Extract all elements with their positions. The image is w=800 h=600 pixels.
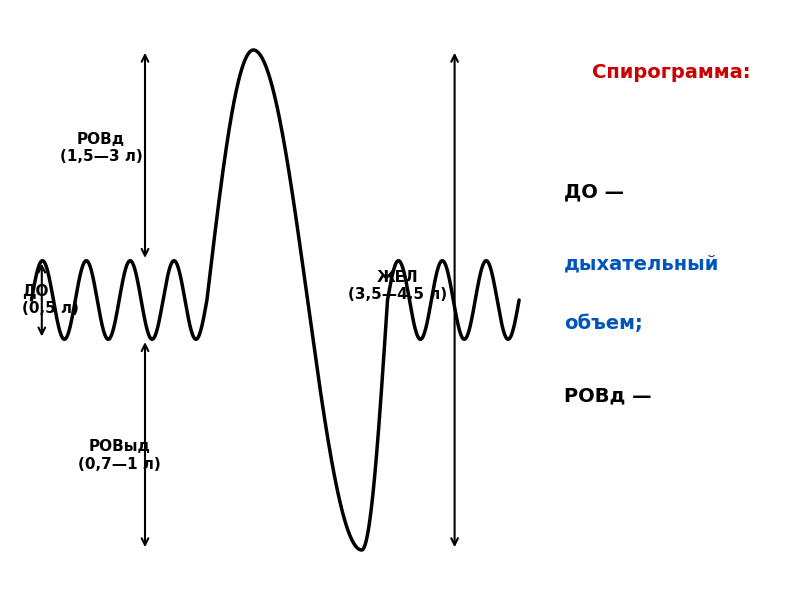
Text: РОВд
(1,5—3 л): РОВд (1,5—3 л) [60, 132, 142, 164]
Text: ДО
(0,5 л): ДО (0,5 л) [22, 284, 79, 316]
Text: дыхательный: дыхательный [564, 254, 719, 274]
Text: ЖЕЛ
(3,5—4,5 л): ЖЕЛ (3,5—4,5 л) [348, 269, 447, 302]
Text: ДО —: ДО — [564, 182, 624, 202]
Text: РОВд —: РОВд — [564, 386, 652, 406]
Text: Спирограмма:: Спирограмма: [592, 62, 750, 82]
Text: РОВыд
(0,7—1 л): РОВыд (0,7—1 л) [78, 439, 161, 472]
Text: объем;: объем; [564, 314, 643, 334]
